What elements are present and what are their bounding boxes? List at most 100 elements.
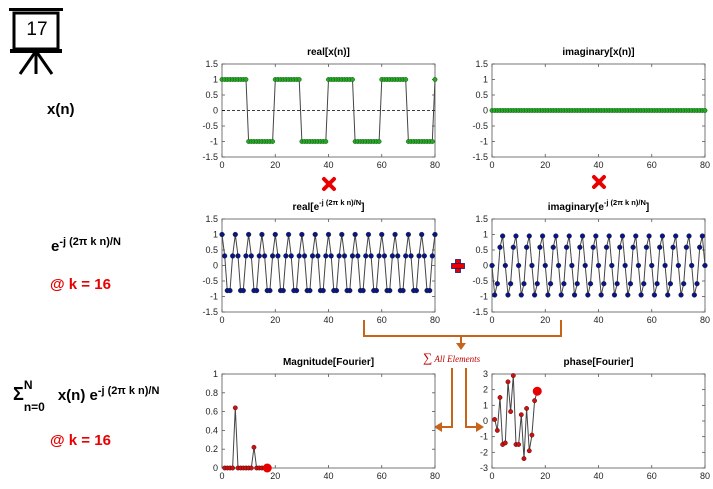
multiply-icon-right [592, 175, 606, 189]
y-tick-label: -1 [480, 432, 488, 442]
data-point [646, 233, 652, 239]
all-elements-text: All Elements [434, 354, 481, 364]
data-point [429, 139, 435, 144]
y-tick-label: 0.8 [205, 388, 218, 398]
data-point [280, 287, 286, 294]
x-tick-label: 0 [489, 160, 494, 170]
highlight-point [262, 463, 272, 473]
data-point [403, 77, 409, 82]
data-point [654, 281, 660, 287]
data-point [542, 262, 548, 269]
data-point [529, 432, 535, 438]
data-point [256, 253, 262, 259]
data-point [400, 287, 406, 294]
data-point [697, 244, 703, 250]
y-tick-label: -1.5 [472, 152, 488, 162]
data-point [577, 244, 583, 250]
y-tick-label: 0 [483, 261, 488, 271]
y-tick-label: 1.5 [205, 214, 218, 224]
y-tick-label: 0 [483, 416, 488, 426]
data-point [261, 253, 268, 259]
exp-sup: -j (2π k n)/N [59, 236, 121, 248]
data-point [617, 244, 623, 250]
y-tick-label: -1 [480, 292, 488, 302]
x-tick-label: 40 [593, 315, 603, 325]
y-tick-label: 1 [483, 230, 488, 240]
chart-real-x: real[x(n)] 0 20 40 60 80 1.5 1 0.5 0 -0.5 -1 -1.5 [202, 47, 440, 170]
data-point [537, 244, 543, 250]
data-point [254, 287, 260, 294]
data-point [505, 379, 511, 385]
x-tick-label: 0 [219, 471, 224, 481]
data-point [360, 287, 366, 294]
data-point [336, 253, 342, 259]
chart-imag-x: imaginary[x(n)] 0 20 40 60 80 1.5 1 0.5 0 -0.5 -1 -1… [472, 47, 710, 170]
data-point [524, 244, 530, 250]
y-tick-label: 0.6 [205, 407, 218, 417]
data-point [248, 465, 254, 471]
data-point [691, 292, 697, 298]
data-point [492, 292, 498, 298]
data-point [518, 412, 524, 418]
y-tick-label: -0.5 [202, 276, 218, 286]
data-point [293, 287, 300, 294]
data-point [638, 292, 644, 298]
x-tick-label: 40 [323, 315, 333, 325]
data-point [502, 262, 508, 269]
data-point [683, 244, 689, 250]
data-point [323, 253, 329, 259]
data-point [307, 287, 313, 294]
data-point [497, 395, 503, 400]
y-tick-label: 1 [213, 75, 218, 85]
data-point [702, 262, 708, 269]
multiply-icon-left [322, 177, 336, 191]
data-point [585, 292, 591, 298]
data-point [365, 231, 372, 238]
data-point [235, 253, 241, 259]
data-point [312, 231, 318, 238]
data-point [569, 262, 575, 269]
data-point [595, 262, 602, 269]
data-point [510, 244, 516, 250]
sum-formula: Σ N n=0 x(n) e-j (2π k n)/N [13, 378, 160, 414]
chart-title: phase[Fourier] [563, 357, 633, 368]
y-tick-label: 0.5 [205, 90, 218, 100]
data-point [625, 292, 631, 298]
data-point [614, 281, 620, 287]
x-tick-label: 0 [219, 315, 224, 325]
y-tick-label: 3 [483, 369, 488, 379]
data-point [619, 233, 626, 239]
data-point [635, 262, 642, 269]
y-tick-label: 0.2 [205, 444, 218, 454]
data-point [524, 406, 530, 411]
data-point [558, 292, 564, 298]
chart-title-base: real[e [292, 202, 319, 213]
data-point [246, 231, 252, 238]
data-point [432, 231, 438, 238]
y-tick-label: 0.5 [475, 245, 488, 255]
k-label-1: @ k = 16 [50, 276, 111, 293]
data-point [694, 281, 700, 287]
x-tick-label: 20 [270, 471, 280, 481]
x-tick-label: 40 [323, 471, 333, 481]
data-point [529, 262, 535, 269]
data-point [643, 244, 650, 250]
data-point [333, 287, 340, 294]
data-point [219, 231, 225, 238]
data-point [222, 253, 228, 259]
data-point [494, 428, 500, 433]
y-tick-label: -1.5 [202, 307, 218, 317]
data-point [296, 77, 302, 82]
x-tick-label: 0 [219, 160, 224, 170]
data-point [651, 292, 658, 298]
y-tick-label: 0 [483, 106, 488, 116]
y-tick-label: 0.4 [205, 425, 218, 435]
plot-area [221, 373, 436, 469]
data-point [328, 253, 334, 259]
data-point [350, 77, 355, 82]
sum-exp: -j (2π k n)/N [97, 385, 160, 397]
y-tick-label: 0 [213, 261, 218, 271]
exp-base: e [51, 238, 60, 255]
x-tick-label: 40 [593, 471, 603, 481]
data-point [662, 262, 668, 269]
